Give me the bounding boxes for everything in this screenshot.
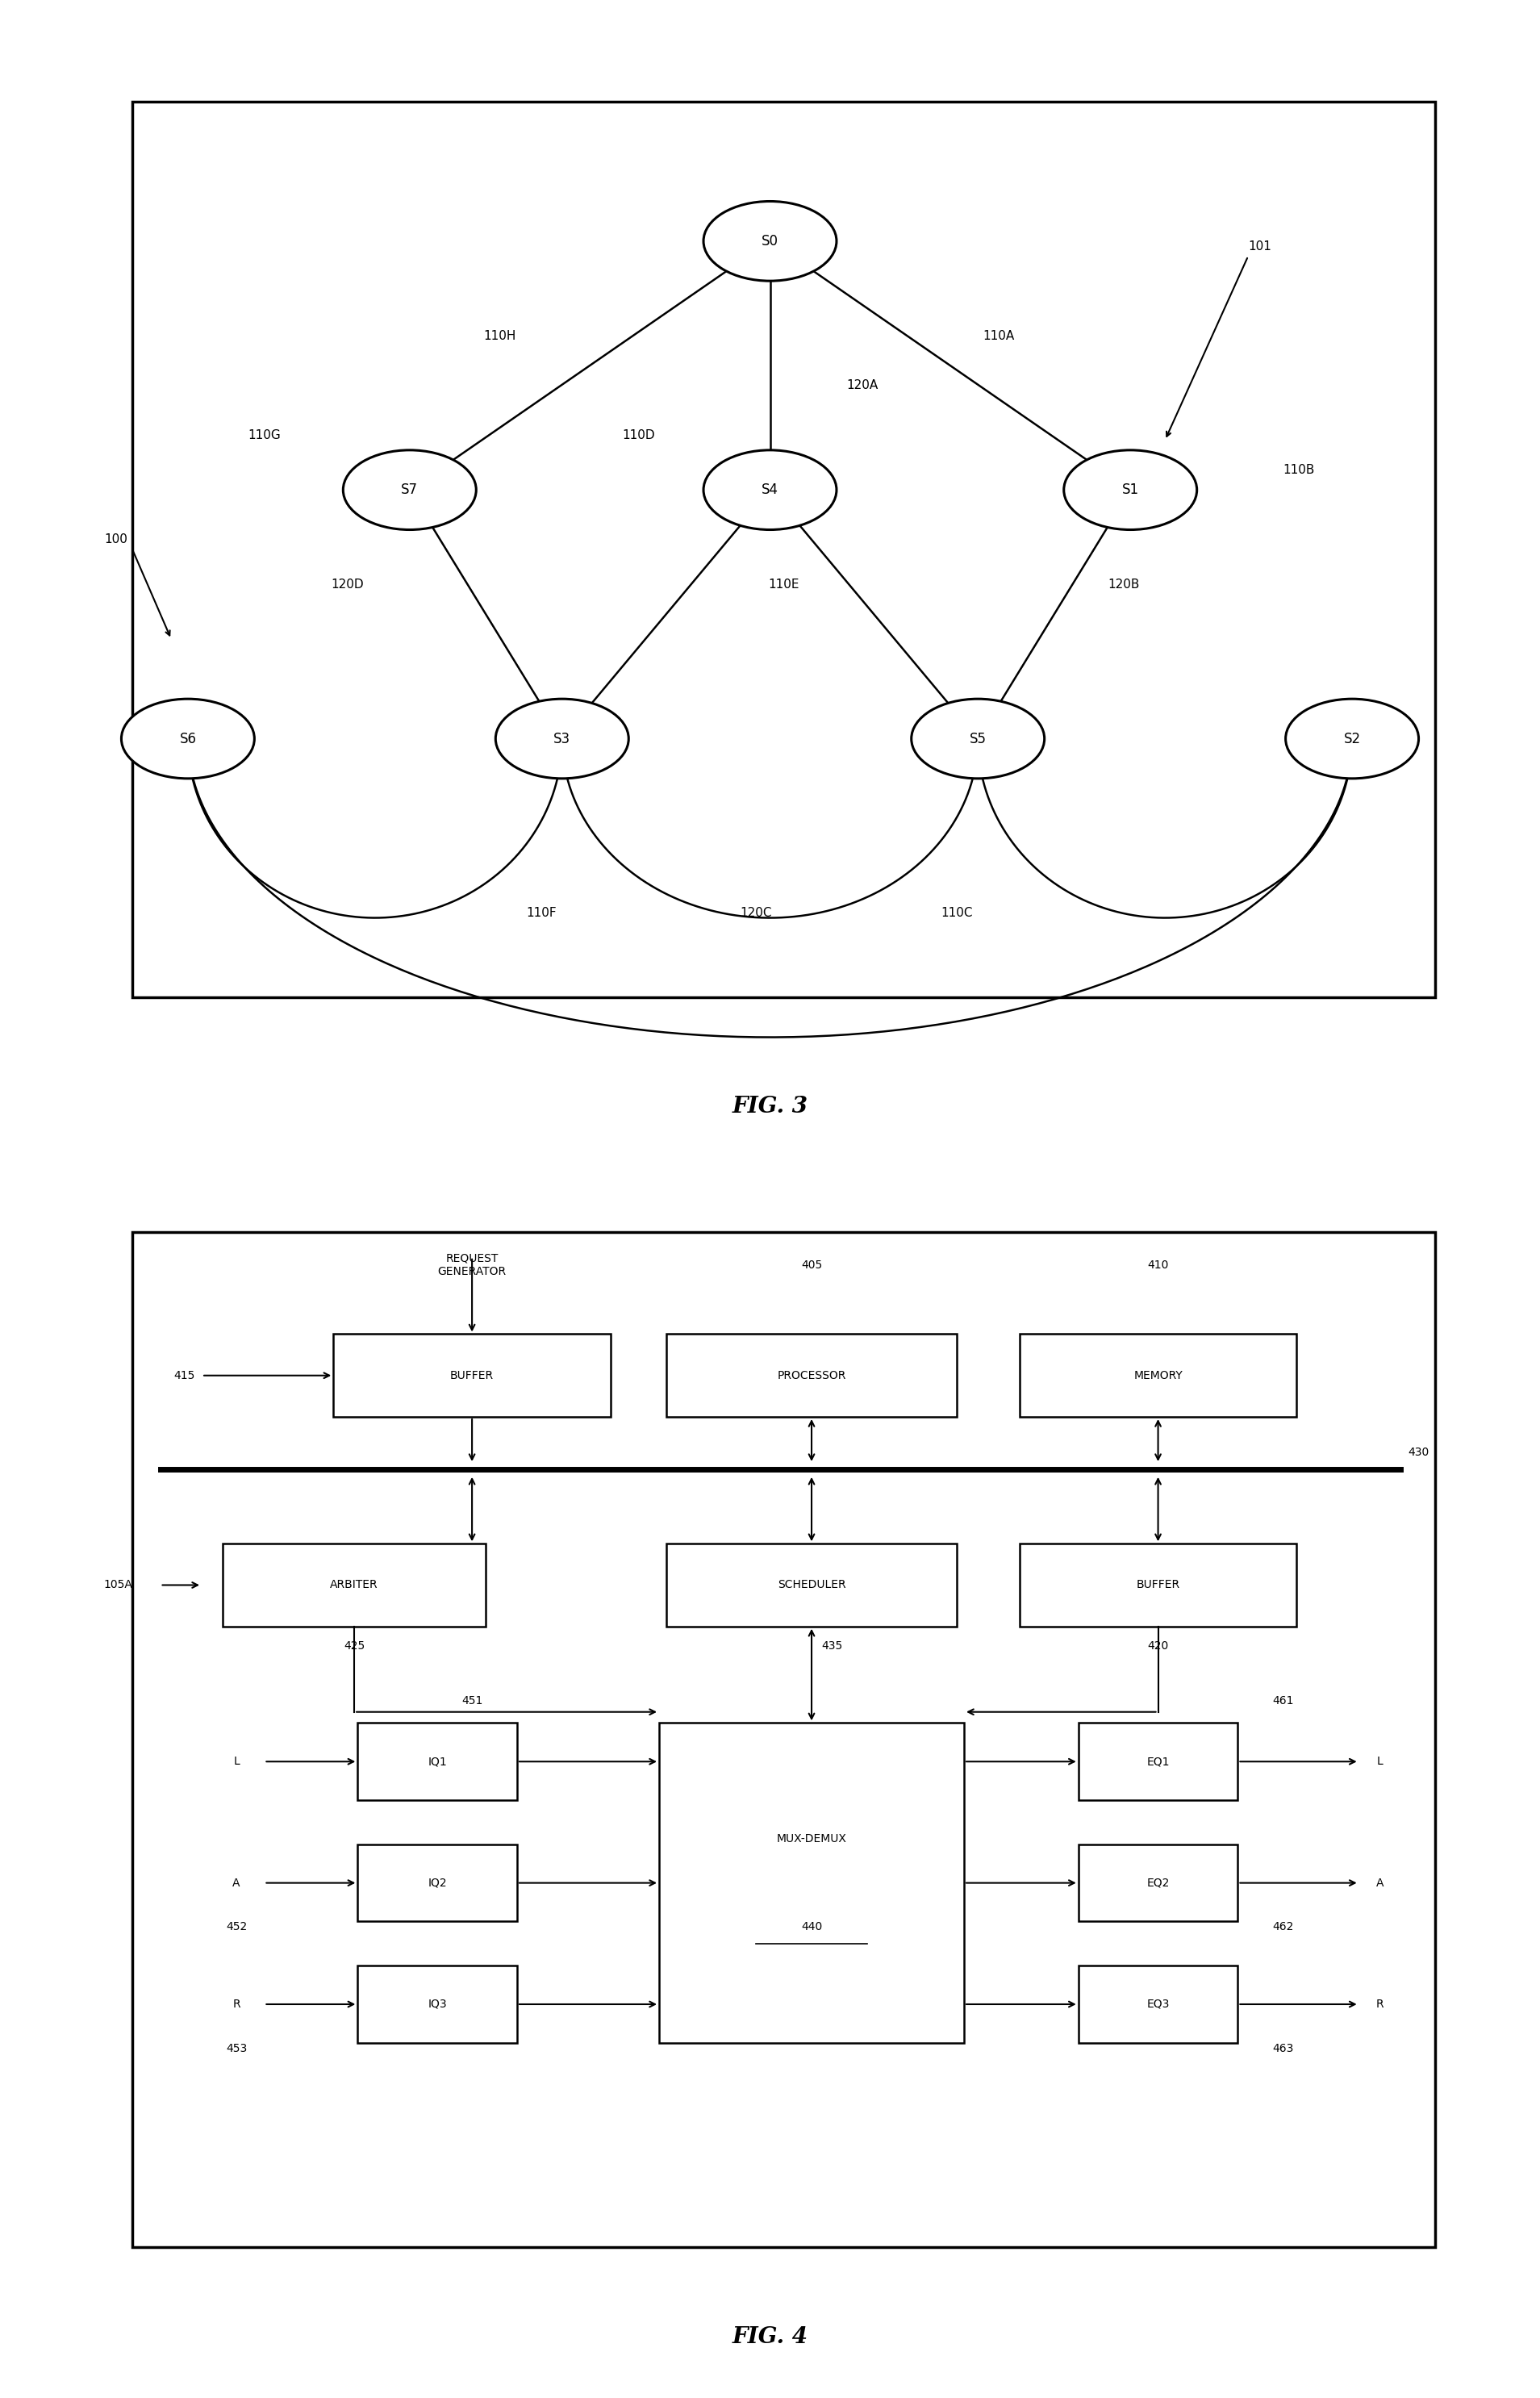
Text: R: R — [1375, 1998, 1384, 2010]
Text: 430: 430 — [1408, 1446, 1429, 1458]
Text: 425: 425 — [343, 1640, 365, 1652]
Text: SCHEDULER: SCHEDULER — [778, 1580, 845, 1590]
Text: S3: S3 — [553, 731, 571, 746]
Text: FIG. 3: FIG. 3 — [732, 1096, 808, 1117]
Text: 120A: 120A — [847, 379, 878, 391]
Text: L: L — [233, 1755, 240, 1767]
Text: MEMORY: MEMORY — [1133, 1369, 1183, 1381]
Text: S2: S2 — [1343, 731, 1361, 746]
Text: 110C: 110C — [941, 906, 973, 918]
Text: 110F: 110F — [527, 906, 556, 918]
Text: L: L — [1377, 1755, 1383, 1767]
Text: MUX-DEMUX: MUX-DEMUX — [776, 1832, 847, 1844]
Text: FIG. 4: FIG. 4 — [732, 2326, 808, 2348]
Bar — [223, 1544, 487, 1626]
Text: EQ2: EQ2 — [1147, 1878, 1169, 1890]
Ellipse shape — [1286, 698, 1418, 779]
Text: 120D: 120D — [331, 578, 363, 590]
Text: A: A — [1377, 1878, 1383, 1890]
Text: 105A: 105A — [103, 1580, 132, 1590]
Text: S4: S4 — [761, 482, 779, 496]
Text: 420: 420 — [1147, 1640, 1169, 1652]
Text: 440: 440 — [801, 1921, 822, 1933]
Text: 435: 435 — [822, 1640, 842, 1652]
Text: S6: S6 — [179, 731, 197, 746]
Text: ARBITER: ARBITER — [330, 1580, 379, 1590]
Ellipse shape — [912, 698, 1044, 779]
Text: PROCESSOR: PROCESSOR — [778, 1369, 845, 1381]
Text: 453: 453 — [226, 2043, 246, 2055]
Text: 405: 405 — [801, 1259, 822, 1271]
Bar — [659, 1722, 964, 2043]
Ellipse shape — [496, 698, 628, 779]
Bar — [357, 1966, 517, 2043]
Text: EQ1: EQ1 — [1147, 1755, 1169, 1767]
Bar — [357, 1844, 517, 1921]
Bar — [357, 1724, 517, 1801]
Bar — [1019, 1333, 1297, 1417]
Text: S0: S0 — [761, 235, 779, 249]
Ellipse shape — [1064, 451, 1197, 530]
Bar — [1078, 1724, 1238, 1801]
Text: BUFFER: BUFFER — [1137, 1580, 1180, 1590]
Text: 452: 452 — [226, 1921, 246, 1933]
Text: 410: 410 — [1147, 1259, 1169, 1271]
Text: 415: 415 — [174, 1369, 196, 1381]
Text: IQ2: IQ2 — [428, 1878, 447, 1890]
Text: REQUEST
GENERATOR: REQUEST GENERATOR — [437, 1254, 507, 1278]
Ellipse shape — [343, 451, 476, 530]
Text: 110G: 110G — [248, 429, 280, 441]
Text: 461: 461 — [1272, 1695, 1294, 1707]
Text: 110E: 110E — [768, 578, 799, 590]
Text: 110B: 110B — [1283, 463, 1315, 477]
Text: 120C: 120C — [741, 906, 772, 918]
Text: 462: 462 — [1272, 1921, 1294, 1933]
Text: R: R — [233, 1998, 240, 2010]
Text: S5: S5 — [969, 731, 987, 746]
Text: EQ3: EQ3 — [1147, 1998, 1169, 2010]
Bar — [667, 1544, 958, 1626]
Text: 120B: 120B — [1107, 578, 1140, 590]
Text: 100: 100 — [105, 535, 128, 547]
Text: 110A: 110A — [983, 329, 1015, 341]
Text: 101: 101 — [1247, 240, 1272, 252]
Text: 463: 463 — [1272, 2043, 1294, 2055]
Ellipse shape — [122, 698, 254, 779]
Text: 110D: 110D — [622, 429, 654, 441]
Ellipse shape — [704, 201, 836, 281]
Text: A: A — [233, 1878, 240, 1890]
Text: S1: S1 — [1121, 482, 1140, 496]
Text: IQ1: IQ1 — [428, 1755, 447, 1767]
Text: 110H: 110H — [484, 329, 516, 341]
Text: IQ3: IQ3 — [428, 1998, 447, 2010]
Bar — [1019, 1544, 1297, 1626]
Bar — [333, 1333, 611, 1417]
Bar — [667, 1333, 958, 1417]
Text: 451: 451 — [462, 1695, 482, 1707]
Ellipse shape — [704, 451, 836, 530]
Text: BUFFER: BUFFER — [450, 1369, 494, 1381]
Bar — [1078, 1966, 1238, 2043]
Bar — [1078, 1844, 1238, 1921]
Text: S7: S7 — [400, 482, 419, 496]
